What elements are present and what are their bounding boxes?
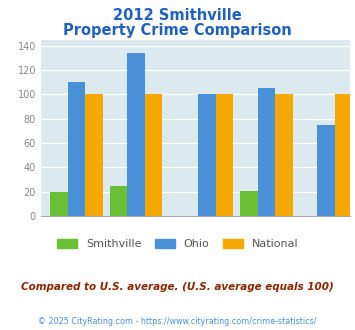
Bar — [144, 94, 162, 216]
Bar — [240, 191, 258, 216]
Bar — [127, 53, 144, 216]
Text: Compared to U.S. average. (U.S. average equals 100): Compared to U.S. average. (U.S. average … — [21, 282, 334, 292]
Bar — [68, 82, 85, 216]
Bar — [258, 88, 275, 216]
Text: 2012 Smithville: 2012 Smithville — [113, 8, 242, 23]
Bar — [275, 94, 293, 216]
Bar — [85, 94, 103, 216]
Text: © 2025 CityRating.com - https://www.cityrating.com/crime-statistics/: © 2025 CityRating.com - https://www.city… — [38, 317, 317, 326]
Bar — [335, 94, 352, 216]
Bar — [50, 192, 68, 216]
Text: Property Crime Comparison: Property Crime Comparison — [63, 23, 292, 38]
Bar — [198, 94, 216, 216]
Bar — [216, 94, 233, 216]
Bar — [317, 125, 335, 216]
Legend: Smithville, Ohio, National: Smithville, Ohio, National — [53, 234, 302, 253]
Bar — [110, 186, 127, 216]
